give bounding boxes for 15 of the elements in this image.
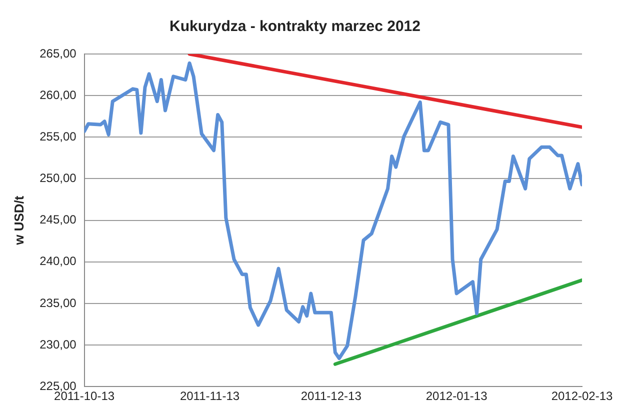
y-tick-label: 235,00	[40, 296, 77, 310]
x-tick-label: 2012-01-13	[426, 389, 488, 404]
y-tick-label: 260,00	[40, 88, 77, 102]
x-tick-label: 2011-11-13	[180, 389, 240, 404]
y-tick-label: 225,00	[40, 378, 77, 393]
y-tick-label: 240,00	[40, 254, 77, 268]
x-tick-label: 2012-02-13	[551, 389, 614, 404]
y-tick-label: 255,00	[40, 129, 77, 144]
y-tick-label: 230,00	[40, 337, 77, 352]
y-tick-label: 245,00	[40, 212, 77, 227]
x-tick-label: 2011-12-13	[300, 389, 362, 404]
y-axis-title: w USD/t	[11, 195, 26, 246]
chart-title: Kukurydza - kontrakty marzec 2012	[170, 18, 420, 36]
y-tick-label: 250,00	[40, 171, 77, 186]
y-tick-label: 265,00	[40, 46, 77, 60]
